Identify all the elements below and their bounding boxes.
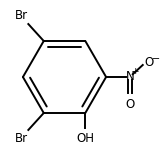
Text: N: N <box>126 70 134 83</box>
Text: OH: OH <box>76 132 94 145</box>
Text: O: O <box>145 56 154 69</box>
Text: Br: Br <box>14 132 28 145</box>
Text: Br: Br <box>14 9 28 22</box>
Text: −: − <box>152 54 160 64</box>
Text: O: O <box>125 98 135 111</box>
Text: +: + <box>131 67 138 76</box>
